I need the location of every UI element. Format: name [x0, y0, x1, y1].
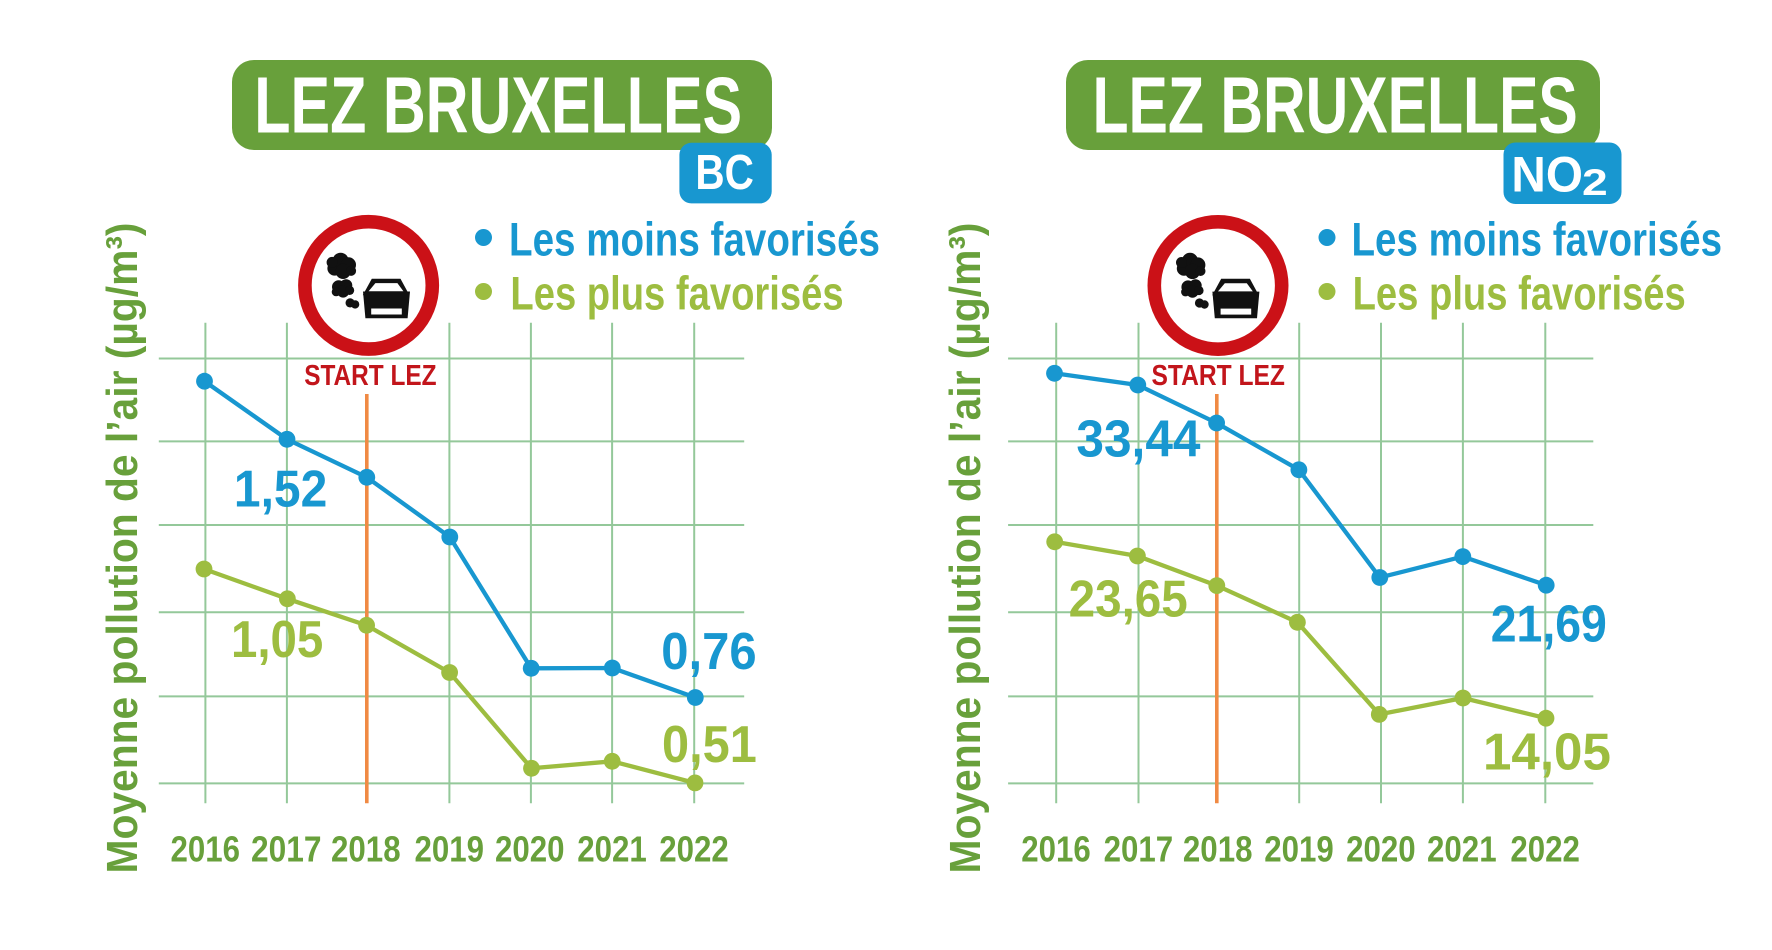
svg-text:BC: BC — [695, 146, 754, 200]
svg-text:2016: 2016 — [171, 829, 241, 870]
svg-text:2022: 2022 — [659, 829, 729, 870]
svg-text:21,69: 21,69 — [1491, 595, 1607, 653]
svg-text:Les moins favorisés: Les moins favorisés — [509, 212, 880, 265]
svg-text:LEZ BRUXELLES: LEZ BRUXELLES — [1093, 61, 1578, 150]
svg-text:NO: NO — [1511, 147, 1583, 203]
svg-text:0,51: 0,51 — [662, 715, 757, 773]
svg-text:2018: 2018 — [331, 829, 401, 870]
svg-text:2016: 2016 — [1021, 829, 1091, 870]
svg-text:Les plus favorisés: Les plus favorisés — [1353, 266, 1686, 319]
svg-text:LEZ BRUXELLES: LEZ BRUXELLES — [254, 61, 742, 150]
svg-text:2022: 2022 — [1510, 829, 1580, 870]
svg-text:1,52: 1,52 — [234, 460, 327, 518]
svg-text:Moyenne pollution de l’air (µg: Moyenne pollution de l’air (µg/m³) — [98, 222, 147, 873]
svg-text:2021: 2021 — [577, 829, 647, 870]
svg-text:START LEZ: START LEZ — [304, 360, 436, 392]
svg-text:Les moins favorisés: Les moins favorisés — [1352, 212, 1723, 265]
svg-text:Les plus favorisés: Les plus favorisés — [510, 266, 843, 319]
svg-text:2020: 2020 — [1346, 829, 1416, 870]
svg-text:14,05: 14,05 — [1483, 723, 1611, 781]
svg-text:START LEZ: START LEZ — [1152, 360, 1285, 392]
svg-text:0,76: 0,76 — [661, 622, 756, 680]
svg-text:2020: 2020 — [495, 829, 565, 870]
svg-text:2018: 2018 — [1183, 829, 1253, 870]
svg-text:2019: 2019 — [415, 829, 485, 870]
svg-text:2017: 2017 — [251, 829, 322, 870]
svg-text:2019: 2019 — [1264, 829, 1334, 870]
svg-text:2021: 2021 — [1427, 829, 1497, 870]
svg-text:33,44: 33,44 — [1076, 410, 1200, 468]
svg-text:Moyenne pollution de l’air (µg: Moyenne pollution de l’air (µg/m³) — [941, 222, 990, 873]
svg-text:1,05: 1,05 — [231, 610, 323, 668]
svg-text:23,65: 23,65 — [1069, 570, 1188, 628]
svg-text:2: 2 — [1582, 162, 1608, 203]
svg-text:2017: 2017 — [1104, 829, 1174, 870]
